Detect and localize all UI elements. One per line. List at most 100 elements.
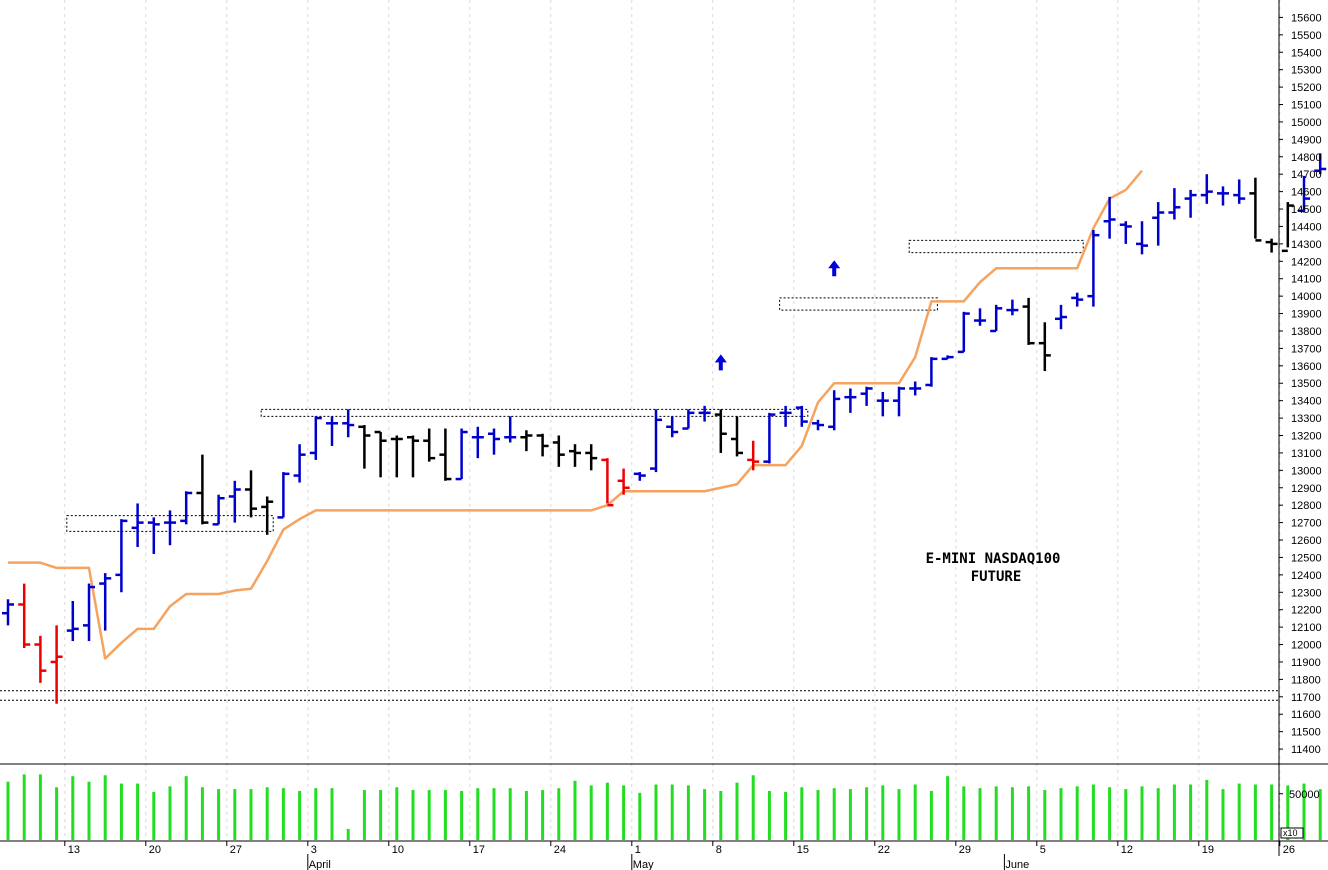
date-tick-label: 26 xyxy=(1283,844,1295,856)
price-tick-label: 13700 xyxy=(1291,343,1322,355)
price-tick-label: 14000 xyxy=(1291,291,1322,303)
up-arrow-icon xyxy=(828,260,841,277)
ohlc-bar xyxy=(1249,177,1262,242)
ohlc-bar xyxy=(342,409,355,438)
ohlc-bar xyxy=(1281,202,1294,253)
chart-subtitle: FUTURE xyxy=(971,569,1022,585)
volume-multiplier-label: x10 xyxy=(1283,828,1298,838)
volume-multiplier-box xyxy=(1280,827,1304,839)
ohlc-bar xyxy=(941,355,954,361)
price-tick-label: 14500 xyxy=(1291,204,1322,216)
ohlc-bar xyxy=(439,428,452,481)
ohlc-bar xyxy=(1298,175,1310,213)
date-tick-label: 17 xyxy=(473,844,485,856)
ohlc-bar xyxy=(1200,174,1213,204)
price-tick-label: 14200 xyxy=(1291,256,1322,268)
trailing-stop-line xyxy=(8,169,1143,660)
consolidation-box xyxy=(779,297,938,311)
ohlc-bar xyxy=(909,381,922,396)
ohlc-bar xyxy=(763,412,776,464)
price-tick-label: 12900 xyxy=(1291,483,1322,495)
ohlc-bar xyxy=(860,386,873,406)
price-tick-label: 12200 xyxy=(1291,605,1322,617)
ohlc-bar xyxy=(925,357,938,387)
price-tick-label: 12800 xyxy=(1291,500,1322,512)
ohlc-bar xyxy=(957,311,970,354)
date-tick-label: 8 xyxy=(716,844,722,856)
ohlc-bar xyxy=(731,416,743,457)
ohlc-bar xyxy=(1038,322,1051,372)
ohlc-bar xyxy=(293,444,306,483)
ohlc-bar xyxy=(1022,297,1035,345)
price-bars xyxy=(2,153,1327,704)
price-tick-label: 13400 xyxy=(1291,396,1322,408)
price-tick-label: 11400 xyxy=(1291,744,1321,756)
price-tick-label: 15500 xyxy=(1291,30,1322,42)
ohlc-bar xyxy=(682,409,695,430)
ohlc-bar xyxy=(34,635,47,683)
ohlc-bar xyxy=(1184,189,1197,218)
date-tick-label: 29 xyxy=(959,844,971,856)
price-tick-label: 15000 xyxy=(1291,117,1322,129)
trailing-stop-series xyxy=(8,169,1143,660)
ohlc-bar xyxy=(423,428,436,462)
price-tick-label: 12600 xyxy=(1291,535,1322,547)
ohlc-bar xyxy=(455,428,468,481)
date-tick-label: 19 xyxy=(1202,844,1214,856)
ohlc-bar xyxy=(212,494,225,526)
ohlc-bar xyxy=(747,440,760,471)
ohlc-bar xyxy=(990,304,1003,333)
consolidation-box xyxy=(260,408,809,417)
month-label: June xyxy=(1005,859,1029,870)
signal-arrows xyxy=(714,260,841,371)
ohlc-bar xyxy=(147,517,160,554)
ohlc-bar xyxy=(326,416,338,446)
support-lines xyxy=(0,690,1279,701)
price-tick-label: 11500 xyxy=(1291,727,1321,739)
ohlc-bar xyxy=(633,472,646,481)
ohlc-bar xyxy=(1233,179,1246,204)
ohlc-bar xyxy=(1103,196,1116,239)
ohlc-bar xyxy=(1217,186,1229,206)
price-tick-label: 14100 xyxy=(1291,274,1322,286)
ohlc-bar xyxy=(1168,188,1181,220)
ohlc-bar xyxy=(471,426,484,459)
ohlc-bar xyxy=(374,430,387,478)
ohlc-bar xyxy=(504,416,517,443)
ohlc-bar xyxy=(795,405,808,427)
ohlc-bar xyxy=(180,491,193,525)
price-tick-label: 12300 xyxy=(1291,587,1322,599)
price-tick-label: 14400 xyxy=(1291,221,1322,233)
ohlc-bar xyxy=(617,468,630,495)
ohlc-bar xyxy=(1265,238,1278,253)
ohlc-bar xyxy=(309,416,322,460)
chart-title-block: E-MINI NASDAQ100 FUTURE xyxy=(926,551,1061,585)
ohlc-bar xyxy=(779,405,792,427)
price-tick-label: 13200 xyxy=(1291,431,1322,443)
price-tick-label: 11600 xyxy=(1291,709,1321,721)
month-label: May xyxy=(633,859,654,870)
date-tick-label: 12 xyxy=(1121,844,1133,856)
ohlc-bar xyxy=(2,599,14,626)
ohlc-bar xyxy=(99,573,112,631)
ohlc-bar xyxy=(115,519,128,593)
price-tick-label: 15200 xyxy=(1291,82,1322,94)
ohlc-bar xyxy=(83,583,95,642)
ohlc-bar xyxy=(1071,292,1084,307)
price-tick-label: 15300 xyxy=(1291,65,1322,77)
ohlc-bar xyxy=(666,416,679,438)
volume-tick-label: 50000 xyxy=(1289,789,1320,801)
date-tick-label: 15 xyxy=(797,844,809,856)
price-tick-label: 13600 xyxy=(1291,361,1322,373)
volume-bars xyxy=(6,774,1322,840)
date-tick-label: 22 xyxy=(878,844,890,856)
date-tick-label: 3 xyxy=(311,844,317,856)
ohlc-bar xyxy=(698,405,711,422)
ohlc-bar xyxy=(407,435,419,478)
ohlc-bar xyxy=(196,454,209,525)
ohlc-bar xyxy=(1055,304,1067,330)
price-tick-label: 13500 xyxy=(1291,378,1322,390)
ohlc-bar xyxy=(277,472,290,519)
